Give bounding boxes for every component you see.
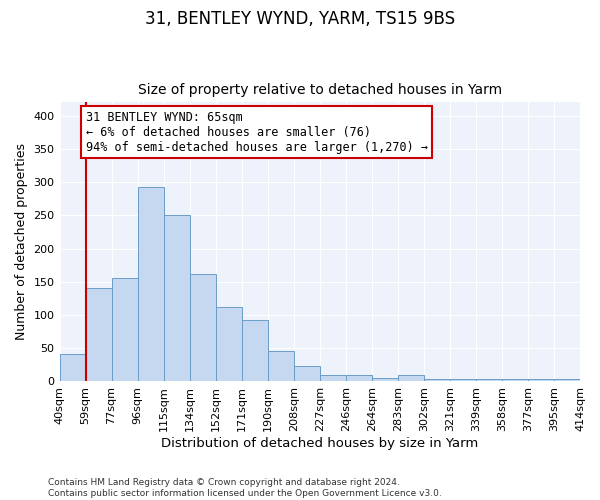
- Bar: [554, 379, 580, 382]
- Y-axis label: Number of detached properties: Number of detached properties: [15, 144, 28, 340]
- Text: 31, BENTLEY WYND, YARM, TS15 9BS: 31, BENTLEY WYND, YARM, TS15 9BS: [145, 10, 455, 28]
- Bar: [215, 307, 242, 382]
- Bar: [242, 320, 268, 382]
- Bar: [398, 376, 424, 382]
- Bar: [190, 274, 215, 382]
- Bar: [164, 214, 190, 382]
- Text: Contains HM Land Registry data © Crown copyright and database right 2024.
Contai: Contains HM Land Registry data © Crown c…: [48, 478, 442, 498]
- Title: Size of property relative to detached houses in Yarm: Size of property relative to detached ho…: [138, 83, 502, 97]
- Bar: [346, 375, 372, 382]
- Bar: [112, 278, 137, 382]
- Bar: [372, 378, 398, 382]
- Bar: [268, 351, 294, 382]
- Bar: [294, 366, 320, 382]
- Bar: [424, 379, 450, 382]
- Bar: [450, 379, 476, 382]
- Bar: [320, 376, 346, 382]
- Text: 31 BENTLEY WYND: 65sqm
← 6% of detached houses are smaller (76)
94% of semi-deta: 31 BENTLEY WYND: 65sqm ← 6% of detached …: [86, 110, 428, 154]
- Bar: [86, 288, 112, 382]
- Bar: [502, 379, 528, 382]
- Bar: [476, 379, 502, 382]
- Bar: [528, 379, 554, 382]
- X-axis label: Distribution of detached houses by size in Yarm: Distribution of detached houses by size …: [161, 437, 478, 450]
- Bar: [59, 354, 86, 382]
- Bar: [137, 186, 164, 382]
